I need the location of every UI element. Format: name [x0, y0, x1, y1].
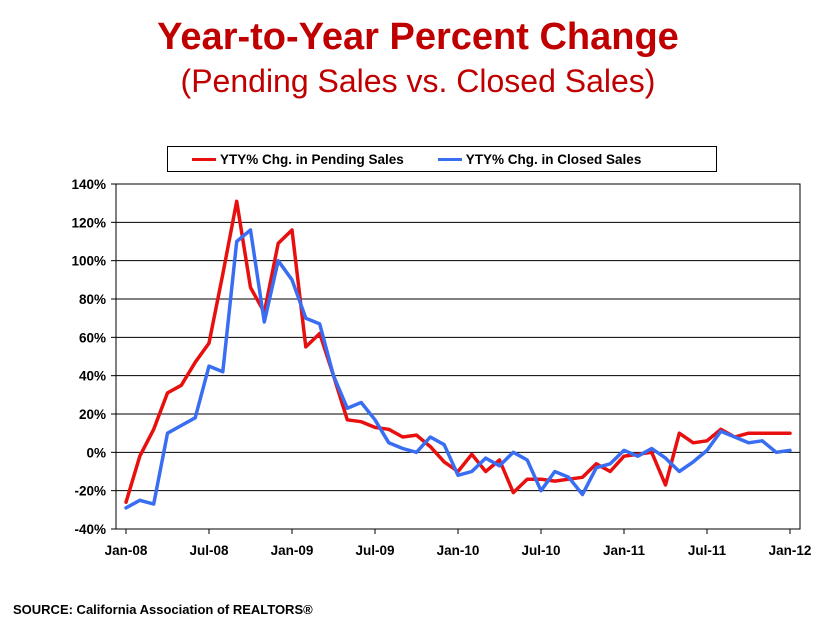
source-note: SOURCE: California Association of REALTO…: [13, 602, 313, 617]
legend-swatch-pending: [192, 157, 216, 161]
chart-subtitle: (Pending Sales vs. Closed Sales): [180, 63, 656, 99]
x-tick-label: Jan-10: [437, 543, 480, 558]
y-tick-label: 120%: [71, 215, 106, 230]
x-tick-label: Jan-11: [603, 543, 646, 558]
x-tick-label: Jul-08: [189, 543, 229, 558]
y-tick-label: 100%: [71, 254, 106, 269]
y-tick-label: 140%: [71, 177, 106, 192]
y-tick-label: 40%: [79, 369, 106, 384]
x-tick-label: Jan-12: [769, 543, 812, 558]
y-tick-label: 80%: [79, 292, 106, 307]
x-tick-label: Jul-11: [688, 543, 727, 558]
legend-label-pending: YTY% Chg. in Pending Sales: [220, 151, 404, 167]
legend-item-closed: YTY% Chg. in Closed Sales: [437, 151, 642, 167]
chart-title: Year-to-Year Percent Change: [157, 16, 679, 58]
x-tick-label: Jul-09: [355, 543, 394, 558]
legend-swatch-closed: [437, 157, 462, 161]
x-tick-label: Jan-08: [105, 543, 148, 558]
y-tick-label: -40%: [74, 522, 106, 537]
x-tick-label: Jul-10: [521, 543, 560, 558]
y-tick-label: 20%: [79, 407, 106, 422]
x-tick-label: Jan-09: [271, 543, 314, 558]
y-tick-label: 0%: [86, 445, 106, 460]
legend-label-closed: YTY% Chg. in Closed Sales: [465, 151, 642, 167]
line-chart: -40% -20% 0% 20% 40% 60% 80% 100% 120% 140% Jan-08…: [71, 177, 812, 558]
y-tick-label: -20%: [74, 484, 106, 499]
series-line-closed-sales: [124, 228, 792, 510]
chart-legend: YTY% Chg. in Pending Sales YTY% Chg. in …: [167, 146, 717, 172]
plot-area: [115, 183, 801, 530]
legend-item-pending: YTY% Chg. in Pending Sales: [192, 152, 404, 167]
y-tick-label: 60%: [79, 330, 106, 345]
